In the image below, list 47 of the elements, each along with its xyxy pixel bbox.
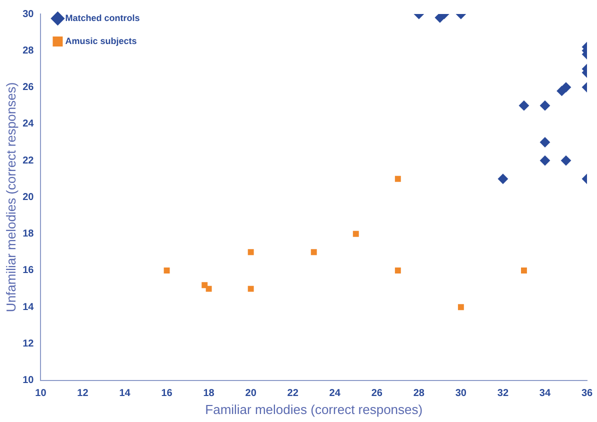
x-tick-label: 28: [413, 388, 425, 400]
y-tick-label: 22: [22, 155, 34, 166]
point: [394, 268, 401, 274]
point: [458, 304, 464, 310]
point: [164, 268, 170, 274]
x-tick-label: 36: [581, 388, 593, 400]
legend-label: Amusic subjects: [65, 36, 137, 46]
legend-label: Matched controls: [65, 12, 140, 23]
x-axis-title: Familiar melodies (correct responses): [205, 402, 423, 417]
point: [540, 100, 550, 111]
y-tick-label: 28: [22, 45, 34, 56]
x-tick-label: 12: [77, 388, 89, 400]
y-tick-label: 24: [22, 118, 34, 130]
x-tick-label: 22: [287, 388, 299, 400]
y-axis-title: Unfamiliar melodies (correct responses): [3, 82, 18, 312]
point: [560, 82, 571, 92]
x-tick-label: 32: [497, 388, 509, 400]
point: [202, 282, 208, 288]
point: [310, 249, 317, 256]
y-tick-label: 18: [22, 228, 34, 240]
y-tick-label: 12: [22, 338, 34, 350]
x-tick-label: 18: [203, 388, 215, 400]
x-tick-label: 20: [245, 388, 257, 400]
x-tick-label: 30: [455, 388, 467, 400]
point: [540, 156, 550, 166]
point: [498, 174, 508, 184]
y-tick-label: 30: [22, 8, 34, 20]
y-tick-label: 10: [22, 375, 34, 386]
x-tick-label: 26: [371, 388, 383, 400]
point: [248, 249, 254, 256]
x-tick-label: 34: [539, 388, 551, 400]
y-tick-label: 16: [22, 265, 34, 276]
x-tick-label: 16: [161, 388, 173, 400]
x-tick-label: 24: [329, 388, 341, 400]
point: [394, 176, 401, 182]
point: [248, 286, 254, 292]
point: [352, 230, 359, 237]
point: [520, 268, 527, 274]
point: [518, 100, 529, 111]
y-tick-label: 20: [22, 192, 34, 203]
y-tick-label: 14: [22, 302, 34, 313]
x-tick-label: 14: [119, 388, 131, 400]
point: [206, 286, 212, 292]
point: [560, 156, 571, 166]
x-tick-label: 10: [35, 388, 47, 400]
y-tick-label: 26: [22, 82, 34, 94]
point: [540, 137, 550, 148]
